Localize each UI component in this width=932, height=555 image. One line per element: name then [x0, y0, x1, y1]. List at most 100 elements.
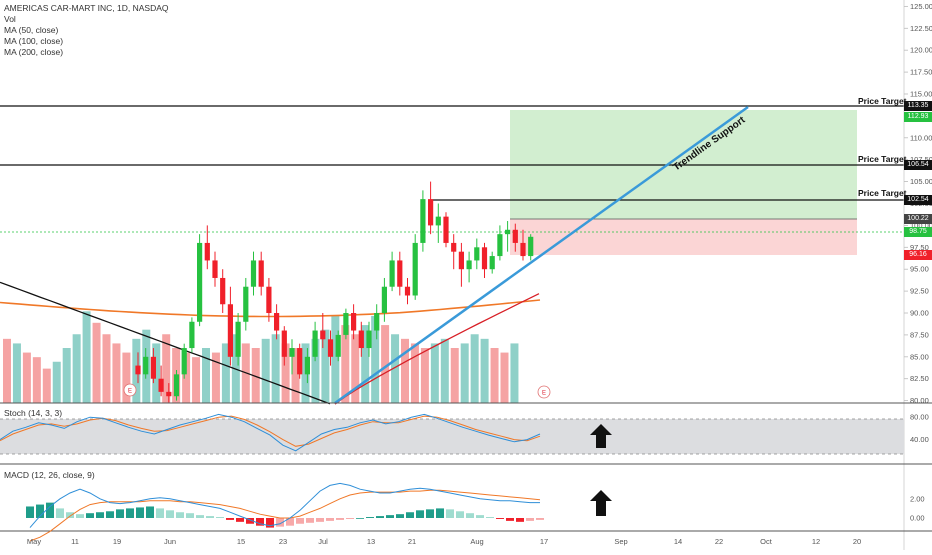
volume-bar	[331, 315, 340, 403]
macd-histogram-bar	[436, 508, 444, 518]
volume-bar	[211, 352, 220, 403]
price-tick-label: 80.00	[910, 396, 929, 405]
macd-histogram-bar	[106, 511, 114, 518]
macd-histogram-bar	[216, 517, 224, 518]
candle-body	[404, 286, 411, 296]
volume-bar	[430, 343, 439, 403]
volume-bar	[311, 338, 320, 403]
volume-bar	[112, 343, 121, 403]
price-target-lines	[0, 105, 904, 233]
macd-histogram-bar	[326, 518, 334, 521]
date-label: 15	[237, 537, 245, 546]
candle-body	[512, 229, 518, 243]
date-label: 19	[113, 537, 121, 546]
stoch-d-line	[0, 415, 541, 447]
price-tag-100-22: 100.22	[904, 214, 932, 224]
macd-tick-label: 0.00	[910, 514, 925, 523]
candle-body	[227, 304, 233, 357]
macd-histogram-bar	[176, 512, 184, 518]
price-tag-112-93: 112.93	[904, 112, 932, 122]
date-label: 22	[715, 537, 723, 546]
stoch-tick-label: 80.00	[910, 413, 929, 422]
macd-histogram-bar	[126, 508, 134, 518]
price-tick-label: 97.50	[910, 243, 929, 252]
macd-histogram-bar	[226, 518, 234, 520]
price-tick-label: 117.50	[910, 68, 932, 77]
candle-body	[274, 313, 280, 331]
volume-bar	[192, 357, 201, 403]
volume-bar	[72, 334, 81, 403]
macd-histogram-bar	[396, 514, 404, 518]
candle-body	[397, 260, 403, 287]
date-label: 14	[674, 537, 682, 546]
volume-bar	[162, 334, 171, 403]
price-tick-label: 92.50	[910, 287, 929, 296]
macd-histogram-bar	[486, 517, 494, 518]
macd-histogram-bar	[196, 515, 204, 518]
main-legend: AMERICAS CAR-MART INC, 1D, NASDAQ Vol MA…	[4, 3, 169, 58]
moving-averages	[0, 281, 541, 405]
volume-bar	[221, 343, 230, 403]
macd-histogram-bar	[356, 518, 364, 519]
candle-body	[250, 260, 257, 287]
price-tick-label: 87.50	[910, 330, 929, 339]
date-label: Sep	[614, 537, 627, 546]
price-tick-label: 82.50	[910, 374, 929, 383]
macd-histogram-bar	[316, 518, 324, 522]
candle-body	[428, 199, 434, 226]
macd-histogram-bar	[46, 502, 54, 518]
candle-body	[189, 321, 195, 349]
volume-bar	[202, 348, 210, 403]
macd-histogram-bar	[516, 518, 524, 522]
price-target-label-1: Price Target	[858, 96, 907, 106]
volume-bar	[371, 315, 380, 403]
ma-100-line	[334, 293, 540, 405]
macd-histogram-bar	[246, 518, 254, 524]
candle-body	[289, 348, 295, 357]
macd-histogram-bar	[146, 506, 154, 518]
candle-body	[358, 330, 364, 349]
macd-histogram-bar	[456, 511, 464, 518]
volume-bar	[42, 368, 51, 403]
candle-body	[528, 236, 534, 257]
candle-body	[474, 247, 480, 261]
candle-body	[220, 277, 226, 305]
macd-histogram-bar	[536, 518, 544, 520]
candle-body	[304, 356, 310, 375]
trendline-support	[334, 105, 749, 405]
price-tick-label: 115.00	[910, 89, 932, 98]
date-label: Oct	[760, 537, 773, 546]
volume-bar	[22, 352, 31, 403]
macd-histogram-bar	[276, 518, 284, 527]
price-tick-label: 100.00	[910, 221, 932, 230]
price-tick-label: 107.50	[910, 155, 932, 164]
macd-histogram-bar	[186, 513, 194, 518]
price-tag-113-35: 113.35	[904, 101, 932, 111]
macd-histogram-bar	[26, 506, 34, 518]
stochastic-lines	[0, 413, 541, 452]
candle-body	[497, 234, 503, 257]
price-target-label-2: Price Target	[858, 154, 907, 164]
stoch-legend: Stoch (14, 3, 3)	[4, 408, 63, 418]
macd-histogram-bar	[206, 516, 214, 518]
candle-body	[505, 229, 511, 235]
candle-body	[481, 247, 488, 270]
macd-histogram-bar	[446, 509, 454, 518]
macd-signal-line	[29, 489, 541, 542]
volume-bar	[261, 338, 270, 403]
volume-bar	[351, 334, 360, 403]
earnings-marker-1[interactable]: E	[123, 383, 137, 397]
volume-bar	[420, 348, 429, 403]
volume-bar	[361, 325, 370, 403]
legend-ma200: MA (200, close)	[4, 47, 64, 57]
date-label: 11	[71, 537, 79, 546]
earnings-marker-2[interactable]: E	[537, 385, 551, 399]
macd-tick-label: 2.00	[910, 494, 925, 503]
candle-body	[150, 356, 156, 379]
candle-body	[335, 334, 341, 357]
candle-body	[158, 378, 164, 392]
macd-histogram-bar	[476, 515, 484, 518]
volume-bar	[410, 343, 419, 403]
macd-histogram-bar	[306, 518, 314, 523]
